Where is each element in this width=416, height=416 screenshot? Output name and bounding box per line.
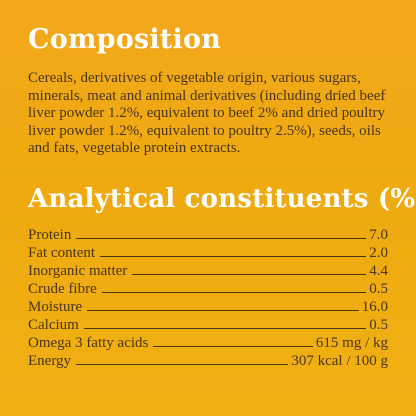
composition-text: Cereals, derivatives of vegetable origin… xyxy=(28,70,386,157)
leader-line xyxy=(76,237,367,239)
leader-line xyxy=(153,345,313,347)
constituent-value: 16.0 xyxy=(361,298,388,315)
constituent-label: Omega 3 fatty acids xyxy=(28,334,149,351)
constituent-value: 307 kcal / 100 g xyxy=(291,352,388,369)
constituent-label: Protein xyxy=(28,226,72,243)
analytical-constituents-table: Protein 7.0 Fat content 2.0 Inorganic ma… xyxy=(28,226,388,370)
constituent-row-protein: Protein 7.0 xyxy=(28,226,388,244)
constituent-row-moisture: Moisture 16.0 xyxy=(28,298,388,316)
constituent-row-fat-content: Fat content 2.0 xyxy=(28,244,388,262)
leader-line xyxy=(101,291,367,293)
constituent-label: Energy xyxy=(28,352,72,369)
constituent-value: 2.0 xyxy=(369,244,388,261)
leader-line xyxy=(132,273,367,275)
constituent-label: Fat content xyxy=(28,244,96,261)
constituent-row-omega-3: Omega 3 fatty acids 615 mg / kg xyxy=(28,334,388,352)
constituent-value: 7.0 xyxy=(369,226,388,243)
constituent-label: Crude fibre xyxy=(28,280,97,297)
constituent-value: 615 mg / kg xyxy=(315,334,388,351)
analytical-constituents-heading: Analytical constituents (%) xyxy=(28,183,416,214)
composition-heading: Composition xyxy=(28,24,221,55)
constituent-label: Inorganic matter xyxy=(28,262,128,279)
constituent-value: 0.5 xyxy=(369,280,388,297)
leader-line xyxy=(76,363,289,365)
leader-line xyxy=(83,327,367,329)
constituent-row-inorganic-matter: Inorganic matter 4.4 xyxy=(28,262,388,280)
leader-line xyxy=(87,309,359,311)
constituent-row-calcium: Calcium 0.5 xyxy=(28,316,388,334)
constituent-row-energy: Energy 307 kcal / 100 g xyxy=(28,352,388,370)
constituent-value: 4.4 xyxy=(369,262,388,279)
leader-line xyxy=(100,255,367,257)
constituent-value: 0.5 xyxy=(369,316,388,333)
constituent-row-crude-fibre: Crude fibre 0.5 xyxy=(28,280,388,298)
constituent-label: Calcium xyxy=(28,316,79,333)
constituent-label: Moisture xyxy=(28,298,83,315)
